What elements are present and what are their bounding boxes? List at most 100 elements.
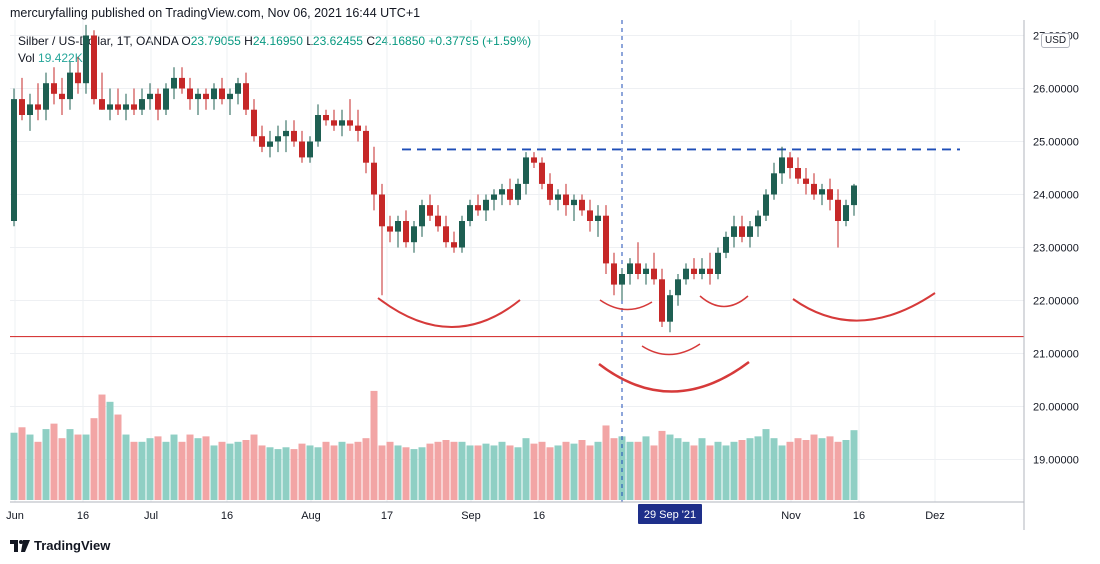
volume-bar bbox=[50, 423, 58, 500]
candle-body bbox=[675, 279, 681, 296]
candle-body bbox=[179, 77, 185, 89]
time-tick-label: 17 bbox=[381, 510, 393, 522]
candle-body bbox=[715, 252, 721, 274]
volume-bar bbox=[538, 441, 546, 500]
volume-bar bbox=[282, 447, 290, 500]
small-arc-2 bbox=[699, 295, 749, 308]
volume-bar bbox=[426, 443, 434, 500]
candle-body bbox=[59, 93, 65, 100]
close-label: C bbox=[366, 34, 375, 48]
candle-body bbox=[251, 109, 257, 137]
volume-bar bbox=[18, 427, 26, 500]
volume-bar bbox=[658, 430, 666, 500]
time-tick-label: 16 bbox=[533, 510, 545, 522]
chart-axes bbox=[10, 20, 1025, 530]
candle-body bbox=[835, 199, 841, 221]
volume-bar bbox=[674, 438, 682, 500]
low-value: 23.62455 bbox=[312, 34, 363, 48]
volume-bar bbox=[298, 443, 306, 500]
candle-body bbox=[315, 115, 321, 142]
candle-body bbox=[547, 183, 553, 200]
volume-bar bbox=[90, 418, 98, 500]
volume-bar bbox=[514, 447, 522, 500]
volume-bar bbox=[258, 445, 266, 500]
candle-body bbox=[691, 268, 697, 274]
candle-body bbox=[483, 199, 489, 211]
volume-bar bbox=[778, 445, 786, 500]
volume-bar bbox=[106, 401, 114, 500]
candle-body bbox=[139, 99, 145, 110]
volume-bar bbox=[554, 445, 562, 500]
candle-body bbox=[219, 88, 225, 100]
price-tick-label: 25.00000 bbox=[1033, 137, 1079, 149]
volume-bar bbox=[66, 429, 74, 500]
volume-bar bbox=[330, 445, 338, 500]
small-arc-3 bbox=[641, 343, 701, 356]
candle-body bbox=[579, 199, 585, 211]
candle-body bbox=[555, 194, 561, 200]
candle-body bbox=[107, 104, 113, 110]
volume-bar bbox=[786, 441, 794, 500]
candle-body bbox=[419, 205, 425, 227]
candle-body bbox=[595, 215, 601, 221]
candle-body bbox=[539, 162, 545, 184]
crosshair-date-text: 29 Sep '21 bbox=[644, 509, 696, 521]
volume-bar bbox=[578, 440, 586, 500]
candle-body bbox=[851, 185, 857, 206]
candle-body bbox=[507, 189, 513, 200]
volume-bar bbox=[458, 441, 466, 500]
volume-bar bbox=[170, 434, 178, 500]
candle-body bbox=[667, 295, 673, 322]
candle-body bbox=[51, 83, 57, 94]
candle-body bbox=[523, 157, 529, 184]
candle-body bbox=[467, 205, 473, 221]
time-tick-label: 16 bbox=[77, 510, 89, 522]
symbol-name[interactable]: Silber / US-Dollar, 1T, OANDA bbox=[18, 34, 179, 48]
open-label: O bbox=[181, 34, 191, 48]
candle-body bbox=[259, 136, 265, 147]
volume-bar bbox=[98, 394, 106, 500]
head-arc bbox=[598, 361, 750, 393]
volume-label[interactable]: Vol bbox=[18, 51, 35, 65]
volume-bar bbox=[34, 441, 42, 500]
volume-bar bbox=[810, 434, 818, 500]
crosshair-date-label: 29 Sep '21 bbox=[638, 504, 702, 524]
volume-bar bbox=[250, 434, 258, 500]
volume-bar bbox=[586, 445, 594, 500]
candle-body bbox=[571, 199, 577, 206]
candle-body bbox=[115, 104, 121, 110]
volume-bar bbox=[482, 443, 490, 500]
candle-body bbox=[123, 104, 129, 110]
candle-body bbox=[11, 99, 17, 221]
volume-value: 19.422K bbox=[38, 51, 83, 65]
price-tick-label: 22.00000 bbox=[1033, 296, 1079, 308]
volume-bar bbox=[178, 441, 186, 500]
close-value: 24.16850 bbox=[375, 34, 426, 48]
candle-body bbox=[731, 226, 737, 237]
volume-legend: Vol 19.422K bbox=[18, 51, 83, 65]
volume-bar bbox=[194, 438, 202, 500]
tradingview-logo[interactable]: TradingView bbox=[10, 538, 110, 553]
volume-bar bbox=[210, 445, 218, 500]
time-tick-label: Jun bbox=[6, 510, 24, 522]
volume-bar bbox=[818, 438, 826, 500]
volume-bar bbox=[842, 440, 850, 500]
candle-body bbox=[291, 130, 297, 142]
time-tick-label: Nov bbox=[781, 510, 801, 522]
time-tick-label: Jul bbox=[144, 510, 158, 522]
volume-bar bbox=[74, 434, 82, 500]
low-label: L bbox=[306, 34, 313, 48]
candle-body bbox=[659, 279, 665, 322]
volume-bar bbox=[138, 441, 146, 500]
candle-body bbox=[371, 162, 377, 195]
volume-bar bbox=[498, 441, 506, 500]
volume-bar bbox=[826, 436, 834, 500]
volume-bar bbox=[850, 430, 858, 500]
volume-bar bbox=[122, 434, 130, 500]
volume-bar bbox=[226, 443, 234, 500]
volume-bar bbox=[402, 447, 410, 500]
currency-badge[interactable]: USD bbox=[1041, 33, 1071, 48]
pattern-lines bbox=[10, 20, 1024, 502]
candle-body bbox=[747, 226, 753, 237]
